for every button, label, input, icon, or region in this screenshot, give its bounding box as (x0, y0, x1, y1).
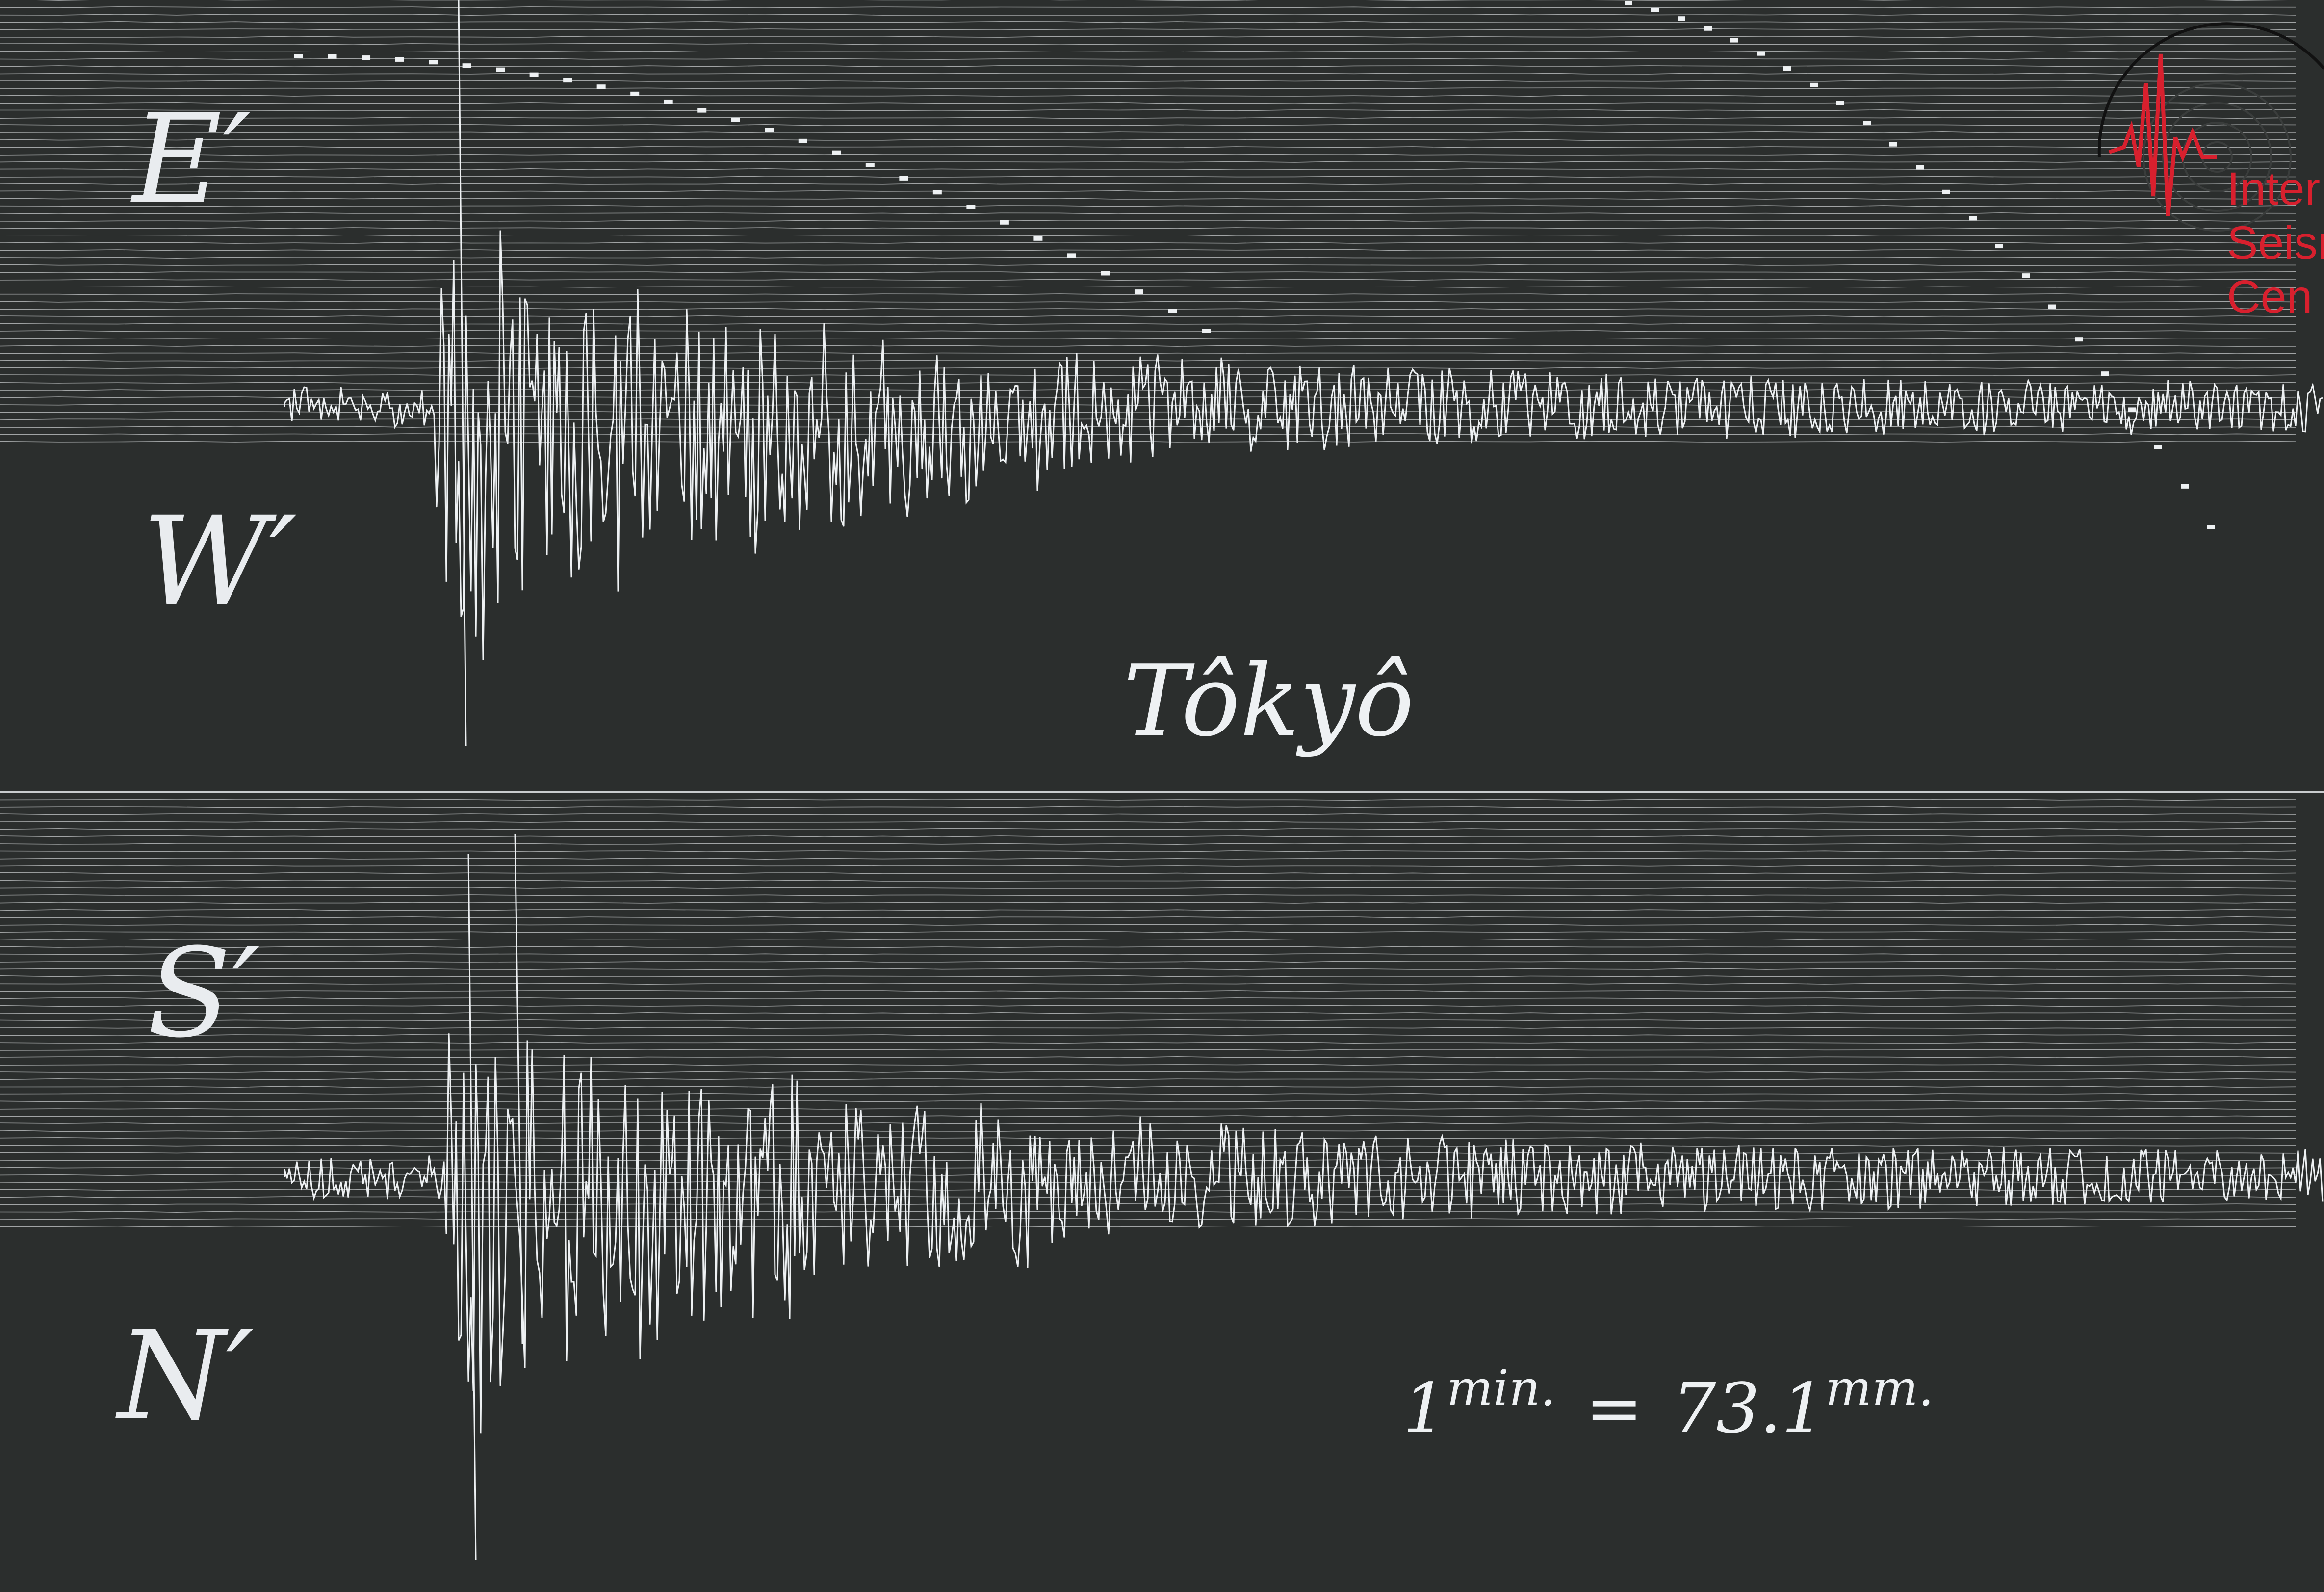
paper-lines-ns (0, 791, 2296, 1228)
component-label-east: E′ (132, 88, 252, 231)
logo-line-3: Cen (2227, 271, 2313, 323)
seismogram-circle-icon (2097, 22, 2324, 232)
logo-line-2: Seism (2227, 217, 2324, 269)
onset-mark-3 (467, 853, 477, 1561)
station-name: Tôkyô (1123, 644, 1414, 758)
trace-ns (284, 1033, 2324, 1434)
scale-lhs-unit: min. (1446, 1359, 1556, 1417)
onset-mark-1 (458, 0, 467, 746)
scale-rhs-value: 73.1 (1672, 1369, 1826, 1449)
onset-mark-2 (514, 834, 523, 1345)
scale-rhs-unit: mm. (1825, 1359, 1934, 1417)
scale-lhs-value: 1 (1403, 1369, 1447, 1449)
component-label-south: S′ (147, 922, 261, 1065)
trace-ew (284, 230, 2323, 660)
component-label-west: W′ (142, 490, 298, 633)
component-label-north: N′ (118, 1305, 255, 1447)
paper-lines-ew (0, 0, 2296, 443)
time-scale-note: 1min. = 73.1mm. (1403, 1364, 1934, 1443)
time-marks-dotted (294, 0, 2215, 529)
logo-line-1: Inter (2227, 163, 2321, 215)
logo-text: Inter Seism Cen (2227, 162, 2324, 324)
scale-equals: = (1585, 1369, 1643, 1449)
